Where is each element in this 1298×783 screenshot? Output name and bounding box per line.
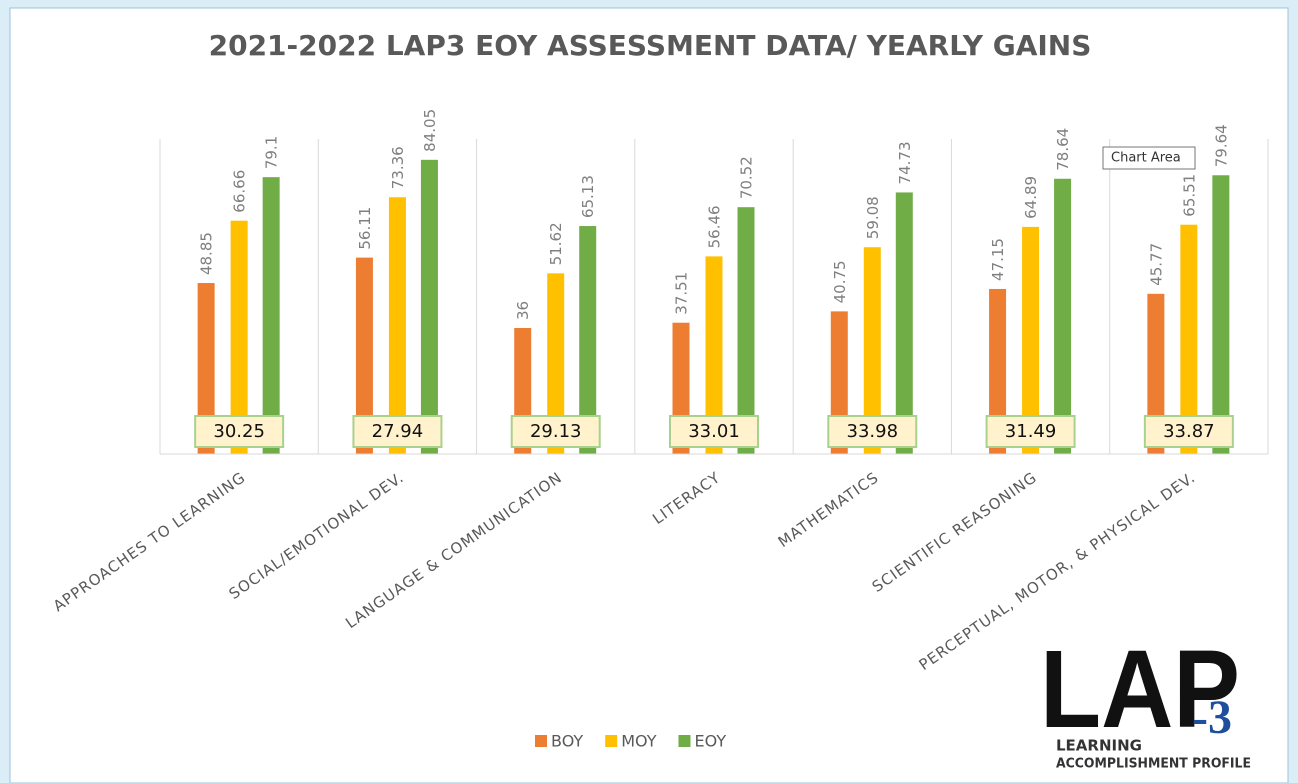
bar: [863, 247, 881, 454]
value-label: 36: [514, 301, 532, 320]
value-label: 59.08: [864, 196, 882, 239]
bar: [1022, 226, 1040, 454]
bar: [579, 226, 597, 454]
value-label: 78.64: [1054, 128, 1072, 171]
bar: [230, 220, 248, 454]
legend-swatch: [605, 735, 618, 747]
legend-label: BOY: [551, 732, 583, 751]
value-label: 45.77: [1147, 243, 1165, 286]
bar: [1212, 175, 1230, 454]
gain-label: 31.49: [1005, 421, 1057, 442]
value-label: 65.13: [579, 175, 597, 218]
value-label: 66.66: [231, 170, 249, 213]
gain-box: [669, 415, 759, 448]
chart-area: [9, 7, 1289, 783]
value-label: 79.64: [1212, 124, 1230, 167]
bar: [1147, 293, 1165, 454]
gain-box: [985, 415, 1076, 448]
bar: [737, 207, 755, 454]
tooltip-box: [1102, 146, 1196, 170]
gain-label: 33.01: [688, 421, 740, 442]
legend-swatch: [535, 735, 547, 747]
bar: [420, 159, 438, 454]
value-label: 79.1: [263, 136, 281, 169]
value-label: 84.05: [421, 109, 439, 152]
value-label: 64.89: [1022, 176, 1040, 219]
tooltip-text: Chart Area: [1111, 151, 1181, 166]
logo-line2: ACCOMPLISHMENT PROFILE: [1056, 757, 1251, 772]
legend-label: MOY: [621, 732, 657, 751]
logo-main: LAP: [1040, 628, 1240, 751]
value-label: 40.75: [831, 260, 849, 303]
bar: [895, 192, 913, 454]
gain-box: [352, 415, 443, 448]
bar: [1054, 178, 1072, 454]
gain-label: 27.94: [372, 421, 424, 442]
value-label: 74.73: [896, 141, 914, 184]
value-label: 56.46: [706, 205, 724, 248]
gain-box: [510, 415, 601, 448]
logo: LAP -3 LEARNING ACCOMPLISHMENT PROFILE: [1040, 628, 1251, 771]
value-label: 70.52: [738, 156, 756, 199]
bar: [197, 283, 215, 454]
gain-box: [827, 415, 918, 448]
gain-box: [194, 415, 285, 448]
bar: [262, 177, 280, 454]
value-label: 47.15: [989, 238, 1007, 281]
gain-box: [1143, 415, 1234, 448]
chart-title: 2021-2022 LAP3 EOY ASSESSMENT DATA/ YEAR…: [209, 29, 1092, 62]
value-label: 37.51: [673, 272, 691, 315]
value-label: 48.85: [198, 232, 216, 275]
bar: [547, 273, 565, 454]
logo-line1: LEARNING: [1056, 737, 1142, 755]
value-label: 56.11: [356, 207, 374, 250]
legend-swatch: [678, 735, 691, 747]
gain-label: 29.13: [530, 421, 582, 442]
bar: [388, 197, 406, 455]
gain-label: 33.98: [847, 421, 899, 442]
bar: [705, 256, 723, 454]
bar: [1180, 224, 1198, 454]
value-label: 73.36: [389, 146, 407, 189]
gain-label: 33.87: [1163, 421, 1215, 442]
logo-number: -3: [1192, 691, 1232, 744]
value-label: 65.51: [1180, 174, 1198, 217]
value-label: 51.62: [547, 222, 565, 265]
legend-label: EOY: [694, 732, 726, 751]
gain-label: 30.25: [213, 421, 265, 442]
bar: [355, 257, 373, 454]
bar: [989, 288, 1007, 454]
